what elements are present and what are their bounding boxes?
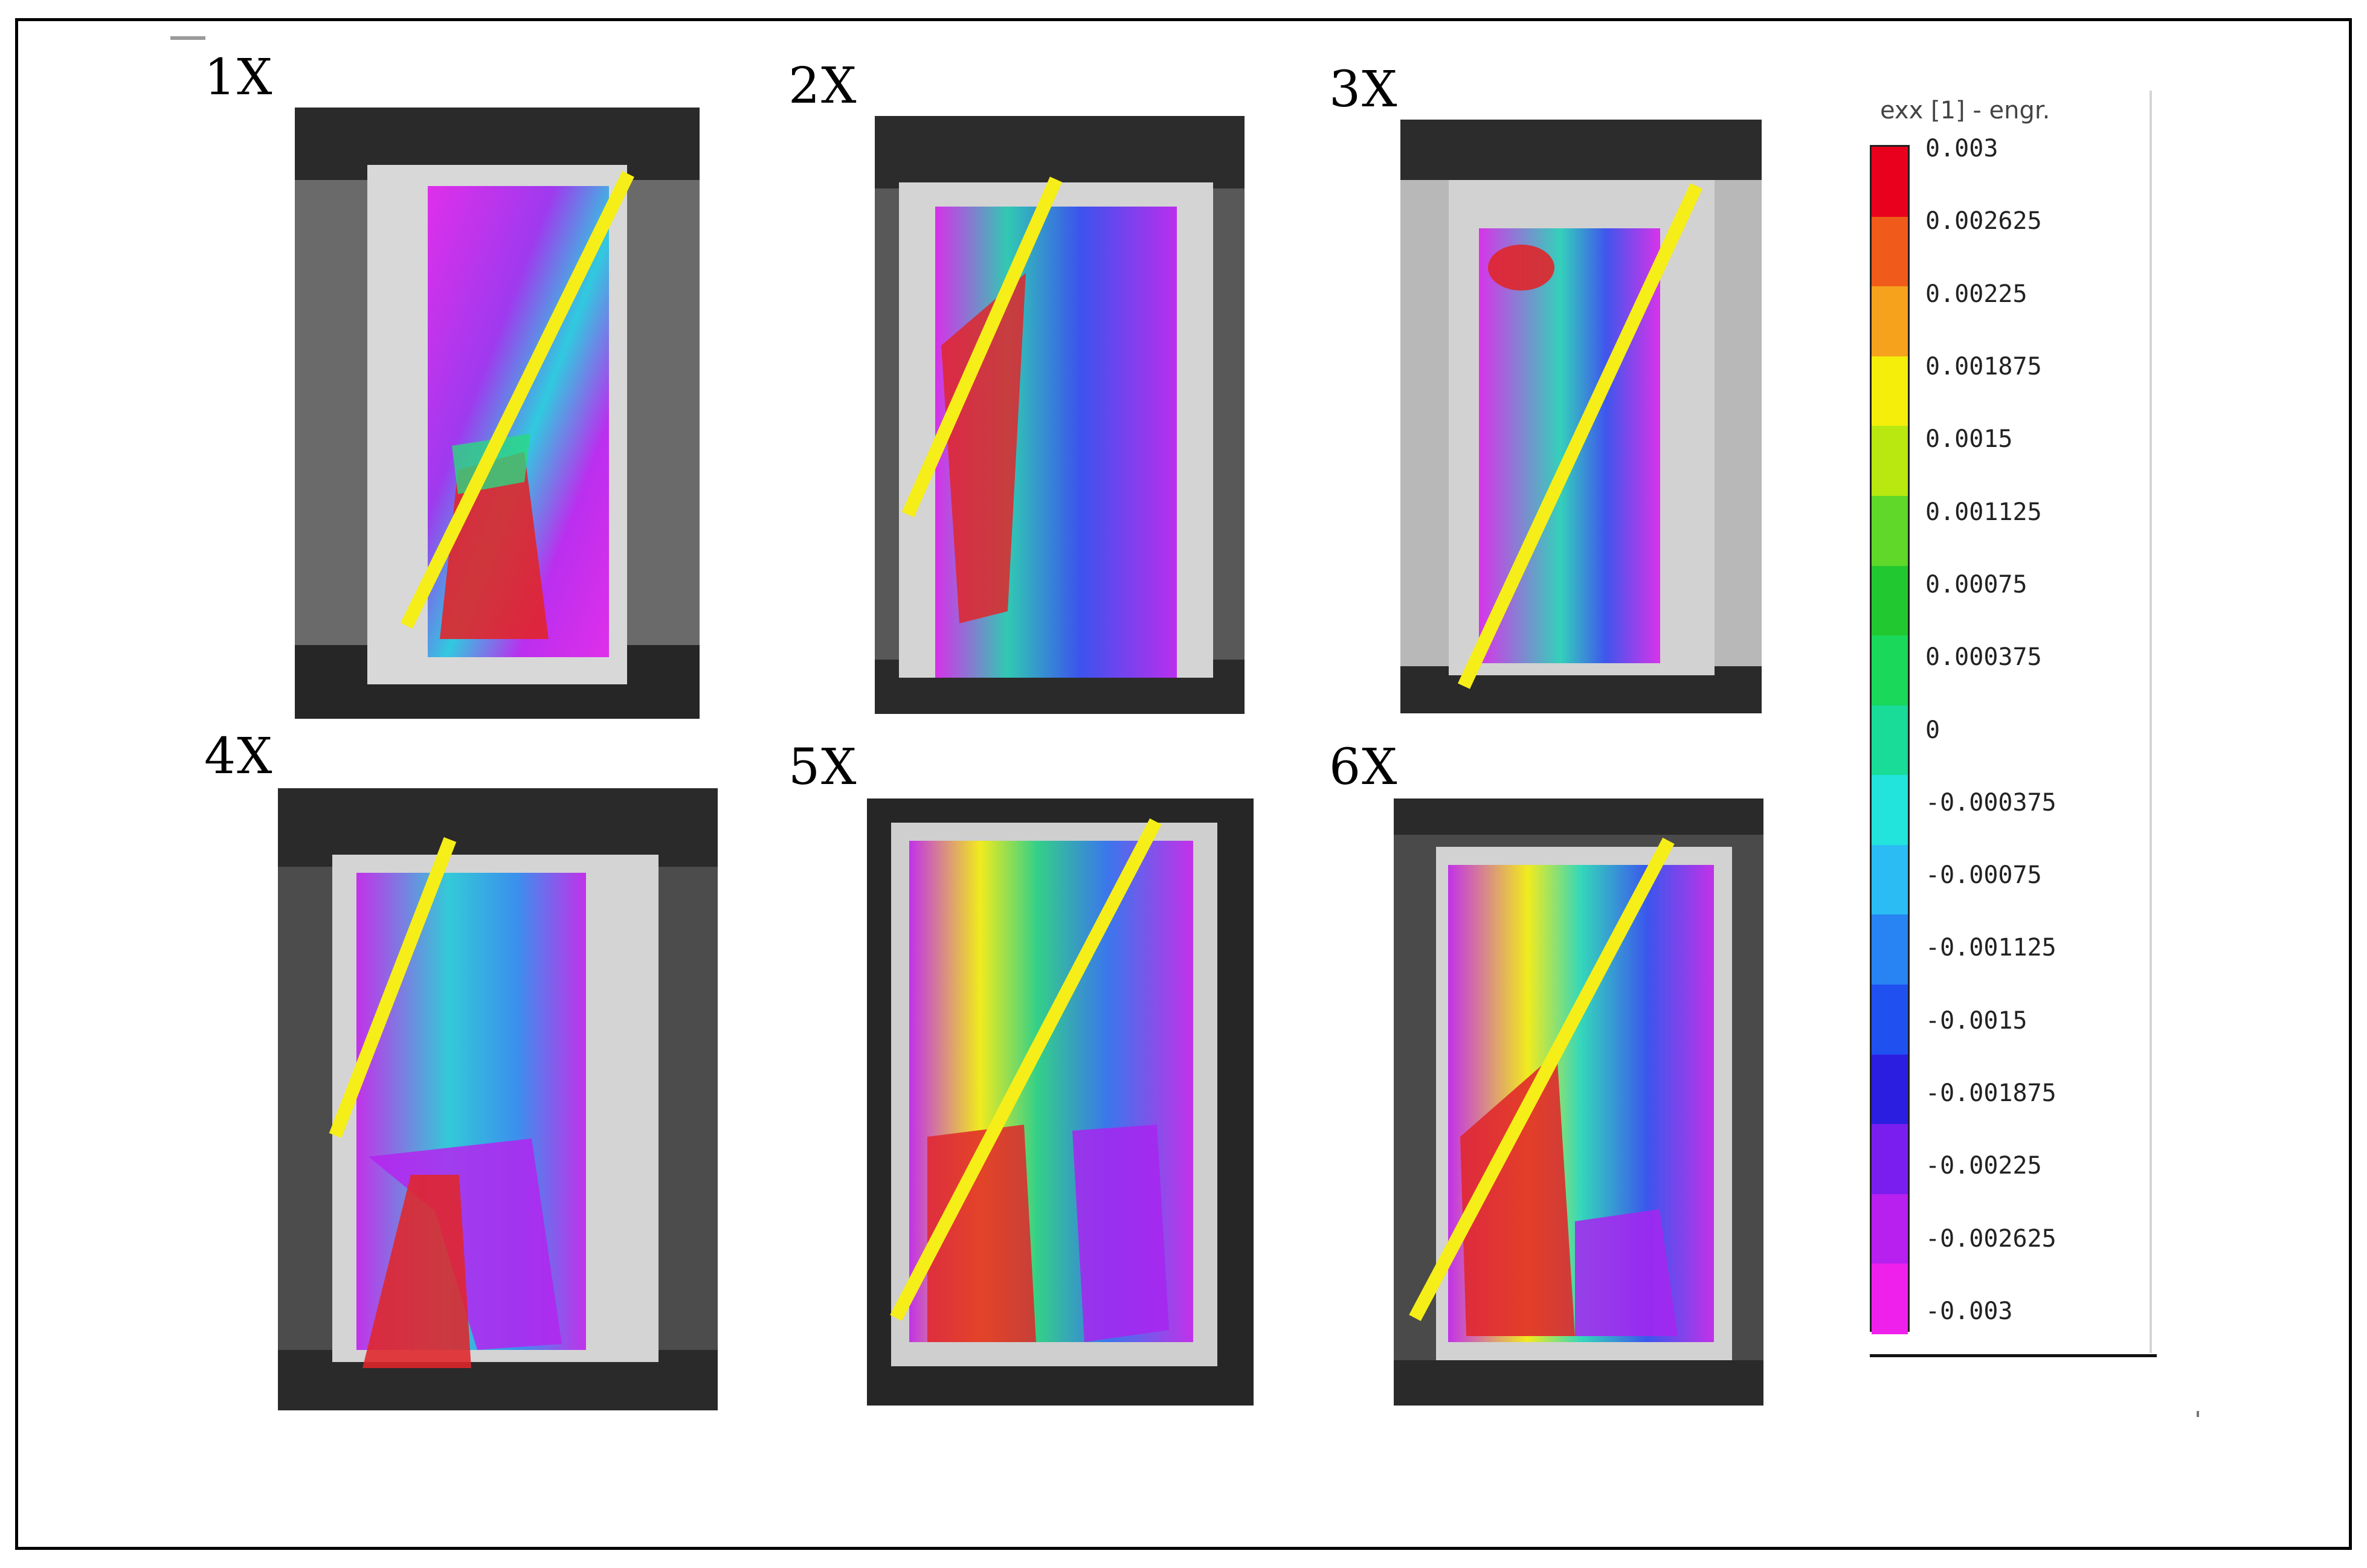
colorbar-segment: [1872, 495, 1908, 567]
colorbar-segment: [1872, 1264, 1908, 1334]
colorbar-segment: [1872, 1124, 1908, 1195]
panel-label-6x: 6X: [1329, 739, 1399, 796]
colorbar-baseline: [1870, 1354, 2157, 1357]
colorbar-segment: [1872, 565, 1908, 637]
panel-label-3x: 3X: [1329, 61, 1399, 118]
colorbar-segment: [1872, 1194, 1908, 1265]
strain-image-5x: [867, 798, 1254, 1406]
strain-image-4x: [278, 788, 718, 1410]
colorbar-segment: [1872, 775, 1908, 846]
colorbar-tick-label: 0.001875: [1925, 352, 2042, 381]
colorbar-segment: [1872, 705, 1908, 776]
colorbar-segment: [1872, 426, 1908, 496]
colorbar-tick-label: 0.003: [1925, 135, 1998, 162]
colorbar-tick-label: -0.0015: [1925, 1006, 2027, 1035]
strain-image-1x: [295, 108, 700, 719]
colorbar-title: exx [1] - engr.: [1880, 97, 2050, 124]
strain-image-3x: [1400, 120, 1762, 713]
colorbar-tick-label: -0.001125: [1925, 934, 2056, 962]
colorbar-tick-label: -0.00225: [1925, 1152, 2042, 1180]
colorbar-segment: [1872, 914, 1908, 986]
colorbar: [1870, 145, 1910, 1334]
panel-label-5x: 5X: [788, 739, 858, 796]
strain-image-2x: [875, 116, 1245, 714]
colorbar-tick-label: -0.001875: [1925, 1079, 2056, 1108]
colorbar-segment: [1872, 844, 1908, 916]
colorbar-divider: [2150, 91, 2152, 1353]
colorbar-tick-label: 0.001125: [1925, 498, 2042, 526]
strain-image-6x: [1394, 798, 1763, 1406]
colorbar-segment: [1872, 356, 1908, 427]
colorbar-tick-label: -0.00075: [1925, 861, 2042, 890]
colorbar-tick-label: 0.00225: [1925, 280, 2027, 308]
panel-label-4x: 4X: [204, 728, 274, 785]
colorbar-tick-label: 0.000375: [1925, 643, 2042, 672]
panel-label-1x: 1X: [204, 49, 274, 106]
colorbar-tick-label: -0.000375: [1925, 788, 2056, 817]
colorbar-tick-label: 0: [1925, 716, 1940, 744]
colorbar-tick-label: -0.002625: [1925, 1224, 2056, 1253]
colorbar-tick-label: 0.00075: [1925, 570, 2027, 599]
colorbar-segment: [1872, 216, 1908, 288]
colorbar-segment: [1872, 286, 1908, 357]
colorbar-segment: [1872, 1054, 1908, 1125]
corner-mark: [170, 36, 205, 40]
colorbar-tick-label: 0.002625: [1925, 207, 2042, 236]
colorbar-tick-label: 0.0015: [1925, 425, 2013, 454]
colorbar-segment: [1872, 985, 1908, 1055]
stray-mark: [2197, 1411, 2199, 1417]
colorbar-segment: [1872, 147, 1908, 217]
colorbar-segment: [1872, 635, 1908, 706]
panel-label-2x: 2X: [788, 57, 858, 115]
colorbar-tick-label: -0.003: [1925, 1297, 2013, 1325]
